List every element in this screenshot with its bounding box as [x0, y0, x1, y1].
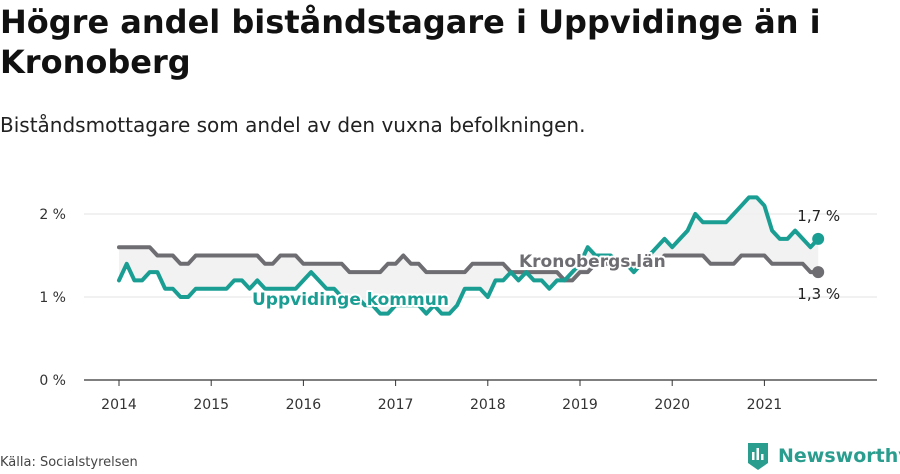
y-tick-label: 0 %: [39, 373, 66, 389]
lan-end-point: [812, 266, 825, 279]
y-axis: 0 % 1 % 2 %: [39, 207, 66, 389]
brand-name: Newsworthy: [778, 445, 900, 467]
x-tick-label: 2020: [654, 397, 690, 413]
kommun-series-label: Uppvidinge kommun: [252, 290, 449, 310]
lan-line: [117, 245, 821, 283]
kommun-end-point: [812, 232, 825, 245]
x-tick-label: 2017: [378, 397, 414, 413]
lan-series-label: Kronobergs län: [519, 252, 666, 272]
x-axis: 2014 2015 2016 2017 2018 2019 2020 2021: [84, 379, 877, 413]
y-tick-label: 1 %: [39, 290, 66, 306]
brand-logo[interactable]: Newsworthy: [746, 441, 900, 471]
chart-subtitle: Biståndsmottagare som andel av den vuxna…: [0, 113, 586, 137]
y-tick-label: 2 %: [39, 207, 66, 223]
x-tick-label: 2014: [101, 397, 137, 413]
x-tick-label: 2019: [562, 397, 598, 413]
x-tick-label: 2021: [747, 397, 783, 413]
x-tick-label: 2016: [286, 397, 322, 413]
lan-end-label: 1,3 %: [797, 285, 840, 303]
series-lines: [117, 195, 825, 316]
x-tick-label: 2015: [193, 397, 229, 413]
kommun-end-label: 1,7 %: [797, 207, 840, 225]
chart-title: Högre andel biståndstagare i Uppvidinge …: [0, 3, 821, 81]
difference-band: [119, 197, 819, 314]
series-labels: 1,7 % 1,3 % Uppvidinge kommun Kronobergs lä…: [250, 207, 840, 312]
source-note: Källa: Socialstyrelsen: [0, 455, 138, 470]
x-tick-label: 2018: [470, 397, 506, 413]
newsworthy-icon: [748, 443, 768, 470]
kommun-line: [117, 195, 821, 316]
